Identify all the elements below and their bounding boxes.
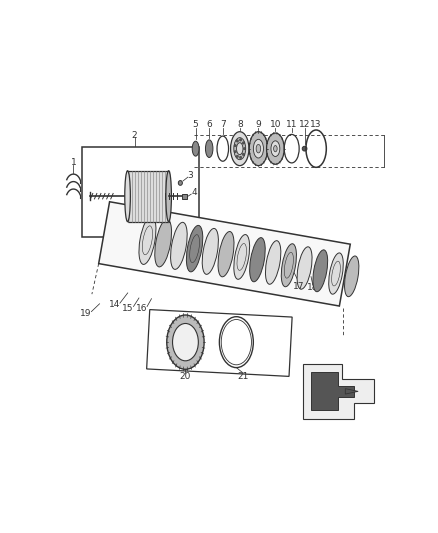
Bar	[82, 147, 199, 237]
Ellipse shape	[236, 155, 239, 158]
Ellipse shape	[234, 150, 237, 153]
Ellipse shape	[230, 132, 249, 166]
Polygon shape	[345, 389, 358, 394]
Text: 1: 1	[71, 158, 76, 167]
Ellipse shape	[242, 153, 245, 156]
Ellipse shape	[250, 238, 265, 282]
Text: 4: 4	[191, 188, 197, 197]
Text: 7: 7	[220, 120, 226, 130]
Text: 5: 5	[193, 120, 198, 130]
Ellipse shape	[178, 181, 182, 185]
Ellipse shape	[234, 144, 237, 147]
Ellipse shape	[192, 141, 199, 156]
Text: 10: 10	[270, 120, 281, 130]
Ellipse shape	[125, 171, 131, 222]
Ellipse shape	[187, 225, 203, 272]
Ellipse shape	[271, 141, 280, 157]
Ellipse shape	[329, 253, 343, 294]
Ellipse shape	[202, 229, 219, 274]
Ellipse shape	[274, 146, 277, 152]
Ellipse shape	[249, 132, 268, 166]
Text: 3: 3	[187, 171, 194, 180]
Ellipse shape	[205, 140, 213, 157]
Ellipse shape	[237, 143, 243, 155]
Text: 12: 12	[299, 120, 310, 130]
Ellipse shape	[242, 142, 245, 144]
Bar	[127, 171, 169, 222]
Ellipse shape	[139, 216, 156, 264]
Polygon shape	[99, 202, 350, 306]
Text: 16: 16	[135, 304, 147, 313]
Ellipse shape	[265, 241, 281, 284]
Ellipse shape	[297, 247, 312, 289]
Ellipse shape	[240, 139, 242, 141]
Ellipse shape	[155, 219, 172, 267]
Ellipse shape	[244, 148, 246, 150]
Bar	[182, 195, 187, 199]
Text: 8: 8	[237, 120, 243, 130]
Text: 21: 21	[237, 372, 249, 381]
Ellipse shape	[345, 256, 359, 297]
Text: 6: 6	[206, 120, 212, 130]
Polygon shape	[311, 373, 354, 410]
Ellipse shape	[253, 139, 264, 158]
Ellipse shape	[240, 156, 242, 159]
Ellipse shape	[218, 231, 234, 277]
Text: 20: 20	[180, 372, 191, 381]
Ellipse shape	[166, 171, 171, 222]
Text: 15: 15	[122, 304, 134, 313]
Text: 14: 14	[109, 300, 120, 309]
Ellipse shape	[170, 222, 187, 269]
Text: 11: 11	[286, 120, 297, 130]
Text: 19: 19	[80, 309, 91, 318]
Ellipse shape	[267, 133, 284, 164]
Ellipse shape	[236, 140, 239, 142]
Text: 9: 9	[255, 120, 261, 130]
Ellipse shape	[167, 315, 204, 369]
Ellipse shape	[234, 138, 246, 160]
Ellipse shape	[256, 144, 261, 153]
Polygon shape	[303, 364, 374, 418]
Ellipse shape	[302, 146, 307, 151]
Ellipse shape	[173, 324, 198, 361]
Text: 18: 18	[307, 284, 318, 292]
Ellipse shape	[234, 235, 250, 279]
Text: 13: 13	[311, 120, 322, 130]
Ellipse shape	[313, 250, 328, 292]
Text: 2: 2	[132, 131, 138, 140]
Text: 17: 17	[293, 281, 305, 290]
Ellipse shape	[281, 244, 297, 287]
